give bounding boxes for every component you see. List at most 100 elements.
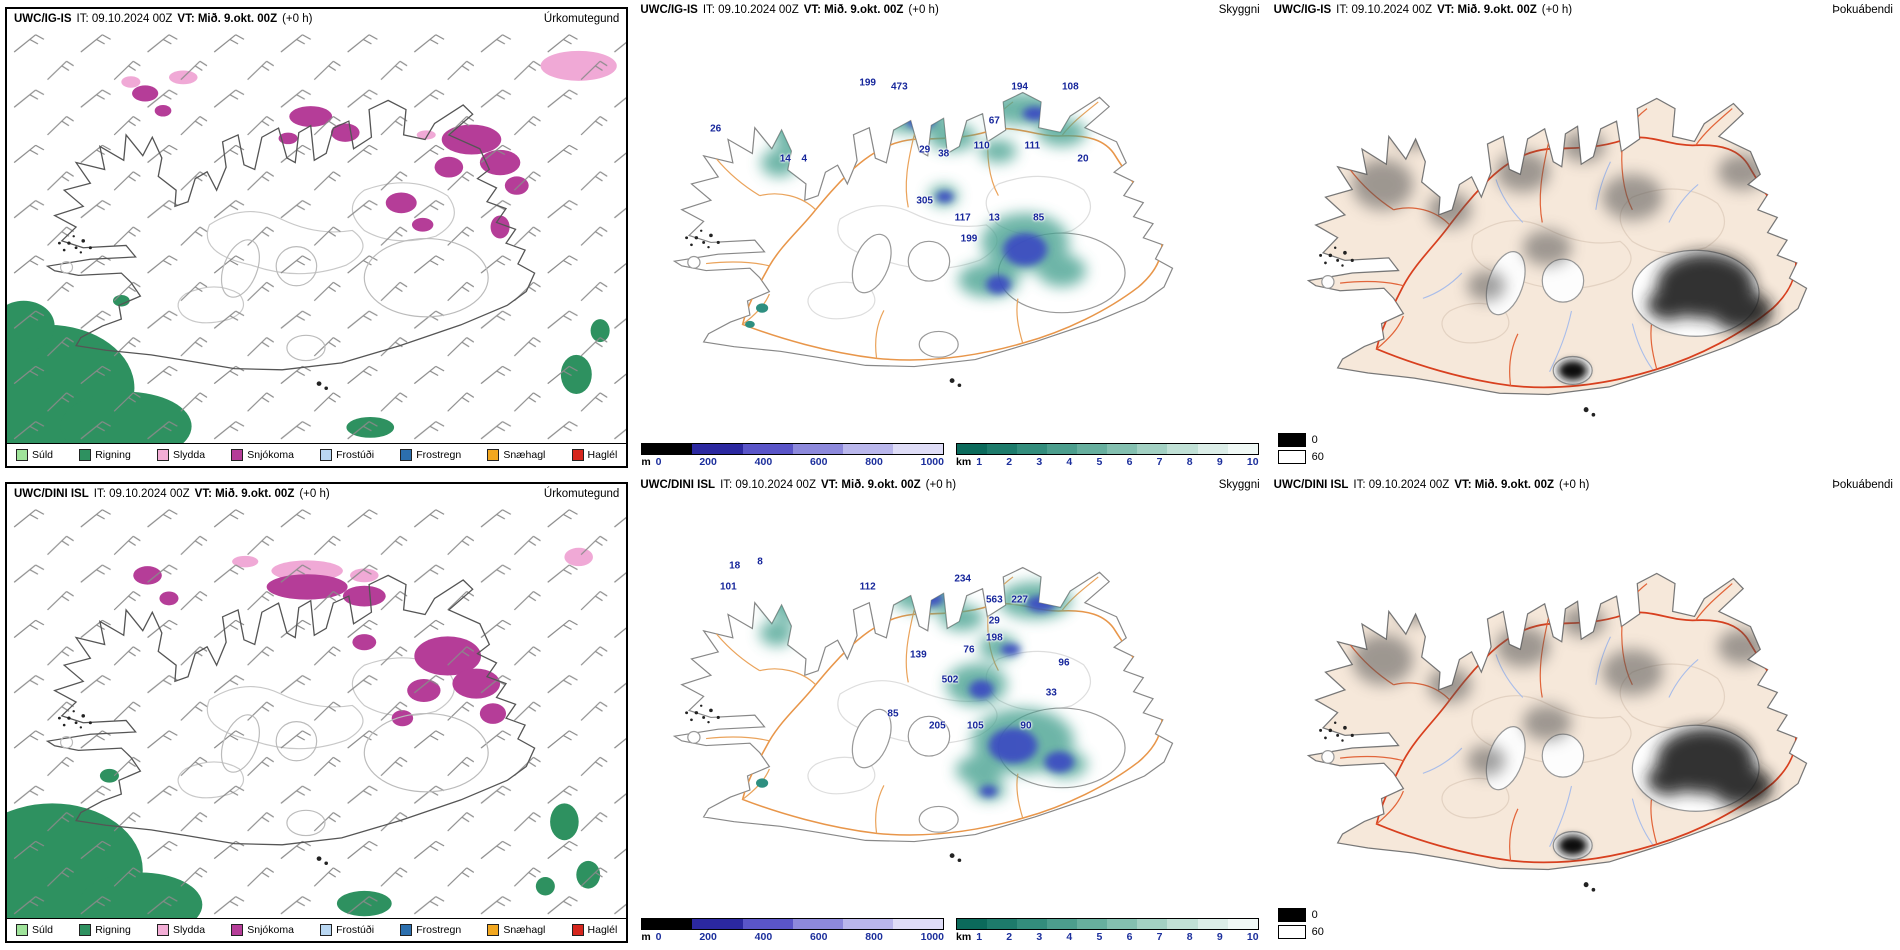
colorbar-tick: 0: [655, 931, 662, 943]
colorbar-segment: [1137, 444, 1168, 454]
precip-type-map: [7, 503, 627, 918]
lead-time: (+0 h): [1559, 479, 1590, 491]
model-label: UWC/IG-IS: [14, 13, 72, 25]
fog-index-map: 0 60: [1266, 19, 1900, 475]
precip-legend-item-label: Rigning: [95, 449, 131, 461]
precip-legend-item-swatch: [231, 449, 244, 461]
precip-legend-item: Frostregn: [400, 924, 461, 936]
valid-time: VT: Mið. 9.okt. 00Z: [1437, 4, 1537, 16]
colorbar-tick: 400: [754, 931, 773, 943]
colorbar-visibility-km: km 1 2 3 4 5 6 7 8 9 10: [956, 443, 1259, 471]
colorbar-segment: [1137, 919, 1168, 929]
colorbar-segment: [1047, 919, 1078, 929]
colorbar-segment: [742, 444, 793, 454]
precip-legend-item-swatch: [487, 924, 500, 936]
fog-legend-item-label: 60: [1311, 451, 1324, 463]
colorbar-tick: 6: [1126, 456, 1133, 468]
precip-legend-item-swatch: [16, 449, 28, 461]
colorbar-segment: [1227, 919, 1258, 929]
valid-time: VT: Mið. 9.okt. 00Z: [1454, 479, 1554, 491]
precip-legend: Súld Rigning Slydda Snjókoma Frostúði Frostre…: [7, 443, 627, 466]
colorbar-segment: [792, 919, 843, 929]
precip-legend-item-label: Rigning: [95, 924, 131, 936]
precip-legend-item: Frostúði: [320, 449, 374, 461]
precip-legend-item-swatch: [320, 449, 333, 461]
visibility-map: 18 8 101 112 234 563 227 29 198 139 76 502 96 85 205 10…: [633, 494, 1267, 916]
precip-legend-item-swatch: [571, 924, 584, 936]
colorbar-segment: [1077, 444, 1108, 454]
colorbar-tick: 4: [1066, 931, 1073, 943]
fog-index-map: 0 60: [1266, 494, 1900, 950]
panel-header: UWC/DINI ISL IT: 09.10.2024 00Z VT: Mið.…: [1267, 475, 1900, 495]
model-label: UWC/DINI ISL: [640, 479, 716, 491]
panel-header: UWC/DINI ISL IT: 09.10.2024 00Z VT: Mið.…: [633, 475, 1266, 495]
colorbar-segment: [1077, 919, 1108, 929]
valid-time: VT: Mið. 9.okt. 00Z: [177, 13, 278, 25]
colorbar-tick: 800: [865, 931, 883, 943]
fog-legend-item-label: 0: [1311, 434, 1318, 446]
colorbar-tick: 200: [699, 456, 717, 468]
colorbar-tick: 400: [754, 456, 773, 468]
colorbar-segment: [987, 919, 1018, 929]
lead-time: (+0 h): [299, 488, 330, 500]
colorbar-tick: 1: [976, 456, 983, 468]
colorbar-tick: 600: [809, 931, 828, 943]
colorbar-segment: [1017, 444, 1048, 454]
precip-legend-item: Súld: [16, 449, 53, 461]
colorbar-tick: 10: [1246, 931, 1259, 943]
colorbar-tick: 1000: [920, 931, 944, 943]
fog-legend-item-label: 60: [1311, 926, 1324, 938]
precip-legend: Súld Rigning Slydda Snjókoma Frostúði Frostre…: [7, 918, 627, 941]
model-label: UWC/DINI ISL: [14, 488, 89, 500]
precip-legend-item-swatch: [231, 924, 244, 936]
fog-legend-item: 60: [1277, 450, 1324, 464]
panel-header: UWC/IG-IS IT: 09.10.2024 00Z VT: Mið. 9.…: [1267, 0, 1900, 20]
precip-legend-item-label: Snjókoma: [247, 924, 294, 936]
colorbar-segment: [692, 444, 743, 454]
valid-time: VT: Mið. 9.okt. 00Z: [803, 4, 904, 16]
lead-time: (+0 h): [908, 4, 939, 16]
colorbar-tick: 10: [1246, 456, 1259, 468]
fog-legend-item: 0: [1277, 433, 1324, 447]
colorbar-tick: 800: [865, 456, 883, 468]
fog-legend-item-swatch: [1277, 925, 1306, 939]
colorbar-tick: 7: [1156, 931, 1163, 943]
fog-legend-item-swatch: [1277, 908, 1306, 922]
colorbar-segment: [1017, 919, 1048, 929]
precip-legend-item-label: Súld: [32, 924, 54, 936]
precip-legend-item-label: Haglél: [587, 449, 618, 461]
precip-legend-item-swatch: [400, 449, 413, 461]
colorbar-segment: [842, 919, 893, 929]
panel-fog-index-igis: UWC/IG-IS IT: 09.10.2024 00Z VT: Mið. 9.…: [1266, 0, 1900, 475]
panel-header: UWC/IG-IS IT: 09.10.2024 00Z VT: Mið. 9.…: [7, 9, 626, 29]
colorbar-tick: 600: [809, 456, 828, 468]
colorbar-tick: 200: [699, 931, 717, 943]
precip-legend-item-label: Súld: [32, 449, 54, 461]
panel-precip-type-dini: UWC/DINI ISL IT: 09.10.2024 00Z VT: Mið.…: [5, 482, 629, 943]
panel-header: UWC/IG-IS IT: 09.10.2024 00Z VT: Mið. 9.…: [633, 0, 1266, 20]
lead-time: (+0 h): [925, 479, 957, 491]
init-time: IT: 09.10.2024 00Z: [1353, 479, 1450, 491]
precip-legend-item-label: Snæhagl: [503, 924, 546, 936]
colorbar-segment: [957, 444, 988, 454]
panel-header: UWC/DINI ISL IT: 09.10.2024 00Z VT: Mið.…: [7, 484, 626, 504]
colorbar-tick: 9: [1216, 931, 1223, 943]
colorbar-unit: m: [641, 931, 651, 943]
visibility-colorbars: m 0 200 400 600 800 1000 km 1 2 3 4 5 6 7 8 9 10: [633, 441, 1267, 475]
fog-legend-item: 60: [1277, 925, 1324, 939]
panel-visibility-igis: UWC/IG-IS IT: 09.10.2024 00Z VT: Mið. 9.…: [633, 0, 1267, 475]
visibility-colorbars: m 0 200 400 600 800 1000 km 1 2 3 4 5 6 7 8 9 10: [633, 916, 1267, 950]
colorbar-segment: [1047, 444, 1078, 454]
fog-legend-item-label: 0: [1311, 909, 1318, 921]
precip-legend-item-swatch: [156, 449, 169, 461]
colorbar-tick: 6: [1126, 931, 1133, 943]
colorbar-segment: [1167, 444, 1198, 454]
init-time: IT: 09.10.2024 00Z: [93, 488, 190, 500]
precip-legend-item: Súld: [16, 924, 53, 936]
colorbar-tick: 4: [1066, 456, 1073, 468]
colorbar-unit: m: [641, 456, 651, 468]
precip-legend-item-label: Frostregn: [416, 924, 462, 936]
colorbar-tick: 7: [1156, 456, 1163, 468]
colorbar-tick: 3: [1036, 456, 1043, 468]
colorbar-segment: [642, 919, 693, 929]
